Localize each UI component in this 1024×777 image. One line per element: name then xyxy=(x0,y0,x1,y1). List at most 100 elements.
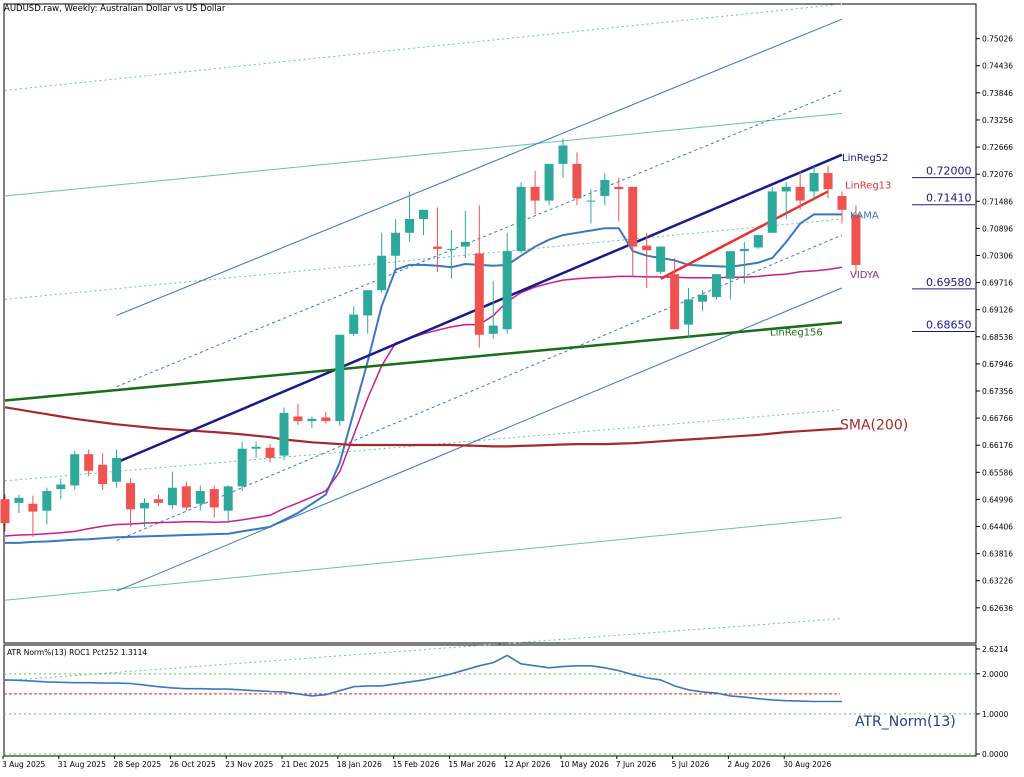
level-label: 0.68650 xyxy=(926,319,972,332)
label-kama: KAMA xyxy=(850,210,879,221)
x-tick-label: 12 Apr 2026 xyxy=(504,760,551,769)
candle-body xyxy=(809,173,819,192)
candle-body xyxy=(642,245,652,251)
candle-body xyxy=(781,186,791,192)
candle-body xyxy=(502,251,512,330)
candle-body xyxy=(28,503,38,512)
sub-tick-label: 2.6214 xyxy=(982,645,1008,654)
candle-body xyxy=(419,209,428,219)
candle-body xyxy=(670,274,680,330)
price-tick-label: 0.67946 xyxy=(982,360,1013,369)
candle-body xyxy=(0,499,10,524)
candle-body xyxy=(195,490,205,504)
price-tick-label: 0.69716 xyxy=(982,279,1013,288)
price-tick-label: 0.65586 xyxy=(982,468,1013,477)
price-tick-label: 0.63816 xyxy=(982,550,1013,559)
candle-body xyxy=(98,464,108,485)
price-tick-label: 0.62636 xyxy=(982,604,1013,613)
candle-body xyxy=(837,196,847,210)
candle-body xyxy=(823,173,833,190)
label-linreg13: LinReg13 xyxy=(845,181,891,192)
indicator-sma200 xyxy=(4,406,843,448)
sub-tick-label: 2.0000 xyxy=(982,670,1008,679)
candle-body xyxy=(377,255,387,291)
level-label: 0.71410 xyxy=(926,192,972,205)
x-tick-label: 7 Jun 2026 xyxy=(616,760,657,769)
channel-line-6 xyxy=(116,18,843,316)
channel-line-1 xyxy=(4,112,843,197)
indicator-kama xyxy=(5,213,842,544)
price-tick-label: 0.64406 xyxy=(982,523,1013,532)
candle-body xyxy=(265,447,275,458)
chart-title: AUDUSD.raw, Weekly: Australian Dollar vs… xyxy=(4,4,226,14)
x-tick-label: 15 Mar 2026 xyxy=(448,760,496,769)
candle-body xyxy=(112,457,122,482)
x-tick-label: 18 Jan 2026 xyxy=(337,760,382,769)
sub-tick-label: 1.0000 xyxy=(982,710,1008,719)
candle-body xyxy=(405,218,415,233)
candle-body xyxy=(739,248,749,252)
price-tick-label: 0.69126 xyxy=(982,306,1013,315)
candle-body xyxy=(237,448,247,487)
atr-label: ATR_Norm(13) xyxy=(855,714,956,730)
price-tick-label: 0.72076 xyxy=(982,170,1013,179)
atr-line xyxy=(4,654,842,703)
candle-body xyxy=(209,489,219,508)
candle-body xyxy=(684,299,694,325)
candle-body xyxy=(391,232,401,256)
candle-body xyxy=(251,446,261,449)
label-linreg156: LinReg156 xyxy=(770,328,823,339)
candle-body xyxy=(558,145,568,164)
candle-body xyxy=(530,186,540,201)
sub-panel xyxy=(3,644,977,757)
price-tick-label: 0.75026 xyxy=(982,35,1013,44)
price-tick-label: 0.68536 xyxy=(982,333,1013,342)
candle-body xyxy=(698,294,707,302)
price-tick-label: 0.66176 xyxy=(982,441,1013,450)
x-tick-label: 10 May 2026 xyxy=(560,760,609,769)
candle-body xyxy=(795,186,805,201)
candle-body xyxy=(167,487,177,506)
x-tick-label: 26 Oct 2025 xyxy=(169,760,216,769)
candle-body xyxy=(600,179,610,197)
candle-body xyxy=(851,214,861,265)
sub-tick-label: 0.0000 xyxy=(982,750,1008,759)
candle-body xyxy=(307,418,317,422)
candle-body xyxy=(14,497,24,503)
channel-line-0 xyxy=(4,3,843,91)
channel-line-2 xyxy=(4,218,843,300)
line-linreg156 xyxy=(4,321,843,402)
x-tick-label: 21 Dec 2025 xyxy=(281,760,329,769)
level-label: 0.72000 xyxy=(926,165,972,178)
candle-body xyxy=(753,235,763,248)
candle-body xyxy=(293,416,303,422)
label-linreg52: LinReg52 xyxy=(842,153,888,164)
channel-line-9 xyxy=(116,287,843,592)
x-tick-label: 2 Aug 2026 xyxy=(727,760,770,769)
price-tick-label: 0.70306 xyxy=(982,251,1013,260)
candle-body xyxy=(42,490,52,511)
candle-body xyxy=(223,486,233,511)
candle-body xyxy=(586,200,596,202)
x-tick-label: 3 Aug 2025 xyxy=(2,760,45,769)
candle-body xyxy=(181,486,191,508)
candle-body xyxy=(460,241,470,247)
candle-body xyxy=(725,251,735,279)
price-tick-label: 0.71486 xyxy=(982,197,1013,206)
candle-body xyxy=(614,186,624,190)
candle-body xyxy=(628,186,638,247)
level-label: 0.69580 xyxy=(926,276,972,289)
price-tick-label: 0.72666 xyxy=(982,143,1013,152)
candle-body xyxy=(126,483,136,510)
candle-body xyxy=(349,314,359,334)
x-tick-label: 5 Jul 2026 xyxy=(672,760,710,769)
candle-body xyxy=(56,484,66,490)
candle-body xyxy=(544,163,554,201)
candle-body xyxy=(279,412,289,456)
candle-body xyxy=(432,246,442,249)
candle-body xyxy=(516,186,526,252)
x-tick-label: 28 Sep 2025 xyxy=(114,760,162,769)
sub-title: ATR Norm%(13) ROC1 Pct252 1.3114 xyxy=(7,648,147,657)
